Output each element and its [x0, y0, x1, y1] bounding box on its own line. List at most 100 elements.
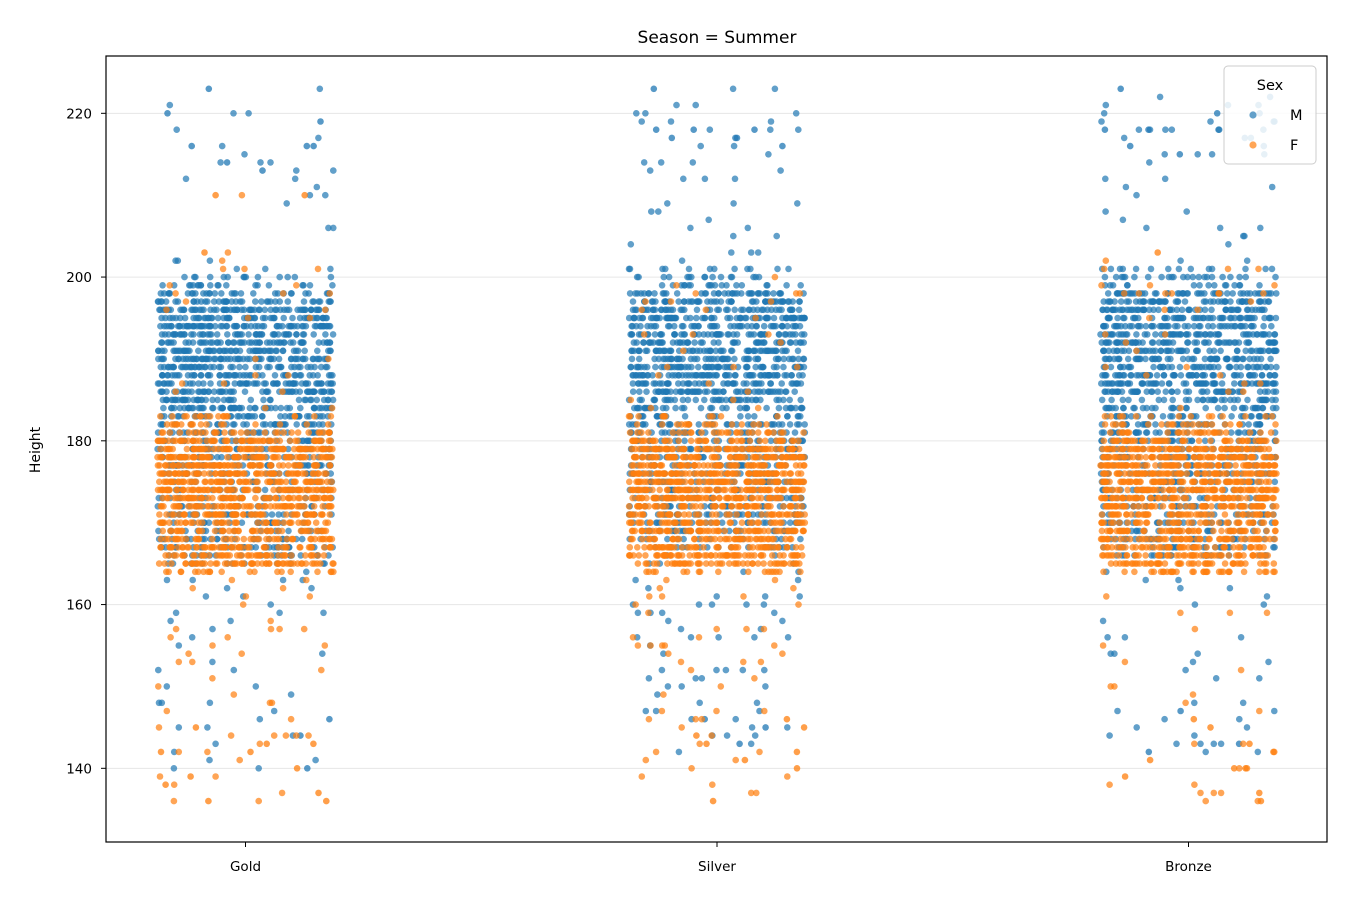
- point-f-gold: [202, 478, 209, 486]
- point-m-bronze: [1158, 298, 1165, 305]
- point-m-bronze: [1134, 355, 1142, 363]
- point-m-gold: [272, 298, 279, 305]
- point-m-bronze: [1204, 314, 1212, 322]
- point-m-silver: [702, 363, 709, 371]
- point-m-silver: [767, 322, 775, 330]
- point-f-gold: [230, 691, 238, 698]
- point-m-bronze: [1195, 290, 1203, 297]
- point-m-silver: [677, 388, 685, 396]
- point-f-gold: [189, 584, 196, 592]
- point-m-silver: [709, 273, 716, 281]
- point-m-gold: [197, 282, 205, 289]
- point-m-silver: [788, 306, 796, 314]
- point-f-gold: [294, 429, 302, 436]
- point-m-silver: [651, 331, 659, 338]
- point-m-silver: [711, 314, 718, 322]
- point-f-gold: [191, 511, 199, 518]
- point-m-gold: [227, 617, 234, 625]
- point-m-bronze: [1198, 388, 1205, 396]
- point-m-gold: [310, 331, 318, 338]
- point-m-silver: [659, 388, 666, 396]
- point-m-gold: [306, 191, 314, 199]
- point-m-gold: [163, 576, 171, 584]
- point-m-gold: [279, 576, 287, 584]
- point-m-bronze: [1191, 732, 1198, 739]
- point-f-gold: [240, 453, 247, 461]
- point-f-gold: [213, 560, 221, 567]
- point-f-gold: [182, 560, 190, 567]
- point-f-gold: [252, 421, 259, 428]
- point-m-gold: [213, 535, 221, 543]
- point-m-silver: [681, 282, 689, 289]
- point-m-silver: [767, 380, 775, 387]
- point-f-gold: [241, 265, 248, 273]
- point-m-bronze: [1155, 355, 1163, 363]
- point-m-silver: [771, 609, 778, 617]
- point-m-bronze: [1161, 151, 1168, 158]
- point-m-silver: [756, 707, 763, 715]
- point-m-gold: [219, 322, 226, 330]
- point-m-bronze: [1107, 265, 1115, 273]
- point-f-gold: [224, 249, 232, 256]
- point-m-silver: [760, 519, 767, 526]
- point-m-silver: [735, 396, 743, 404]
- point-m-silver: [778, 306, 785, 314]
- point-m-gold: [189, 306, 197, 314]
- point-m-silver: [756, 347, 764, 355]
- point-f-gold: [182, 535, 190, 543]
- point-m-bronze: [1201, 273, 1208, 281]
- point-f-gold: [193, 544, 201, 551]
- point-m-silver: [668, 355, 675, 363]
- point-m-gold: [170, 748, 178, 756]
- point-m-gold: [268, 347, 275, 355]
- point-m-silver: [764, 290, 771, 297]
- point-m-bronze: [1143, 347, 1150, 355]
- point-m-bronze: [1120, 134, 1128, 142]
- point-m-bronze: [1123, 331, 1131, 338]
- point-f-gold: [172, 625, 180, 633]
- point-m-silver: [680, 298, 688, 305]
- point-m-gold: [281, 339, 288, 346]
- point-m-bronze: [1247, 372, 1254, 379]
- point-m-bronze: [1228, 413, 1235, 420]
- point-m-bronze: [1265, 658, 1272, 666]
- point-m-gold: [320, 388, 328, 396]
- point-m-gold: [228, 347, 235, 355]
- point-m-silver: [698, 372, 706, 379]
- point-m-silver: [731, 355, 738, 363]
- outlier-point-m-silver: [751, 126, 758, 133]
- point-m-silver: [788, 404, 795, 412]
- point-m-silver: [747, 740, 755, 748]
- point-f-gold: [279, 462, 287, 469]
- point-m-silver: [751, 413, 758, 420]
- point-m-gold: [316, 85, 324, 93]
- point-m-gold: [213, 306, 220, 314]
- point-m-gold: [261, 347, 269, 355]
- point-m-bronze: [1161, 314, 1168, 322]
- point-m-bronze: [1182, 396, 1190, 404]
- point-f-gold: [288, 552, 295, 559]
- point-m-bronze: [1219, 314, 1226, 322]
- point-m-silver: [801, 331, 808, 338]
- point-m-gold: [167, 617, 174, 625]
- point-m-silver: [681, 413, 689, 420]
- point-m-bronze: [1242, 347, 1249, 355]
- point-m-silver: [782, 331, 790, 338]
- point-m-gold: [319, 650, 326, 657]
- point-m-silver: [723, 282, 730, 289]
- point-f-gold: [155, 724, 163, 731]
- point-m-gold: [231, 421, 238, 428]
- point-m-gold: [184, 347, 192, 355]
- point-m-bronze: [1176, 363, 1184, 371]
- point-m-bronze: [1244, 306, 1252, 314]
- point-m-bronze: [1271, 372, 1279, 379]
- outlier-point-m-gold: [317, 118, 324, 125]
- point-m-gold: [219, 404, 226, 412]
- point-m-bronze: [1127, 372, 1134, 379]
- point-m-bronze: [1149, 339, 1157, 346]
- point-m-gold: [310, 298, 318, 305]
- point-m-gold: [272, 380, 280, 387]
- point-m-bronze: [1144, 331, 1151, 338]
- point-f-gold: [283, 511, 290, 518]
- point-m-gold: [230, 322, 238, 330]
